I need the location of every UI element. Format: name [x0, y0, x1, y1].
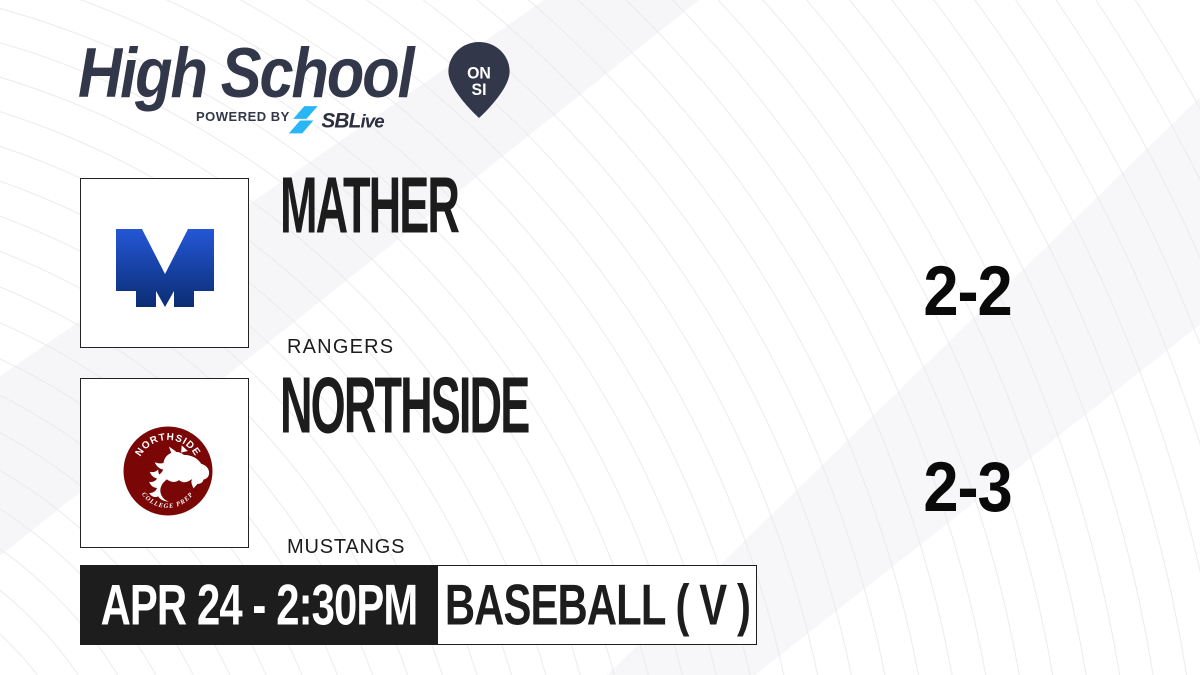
- svg-text:SI: SI: [472, 81, 487, 99]
- svg-text:SBLive: SBLive: [321, 109, 384, 132]
